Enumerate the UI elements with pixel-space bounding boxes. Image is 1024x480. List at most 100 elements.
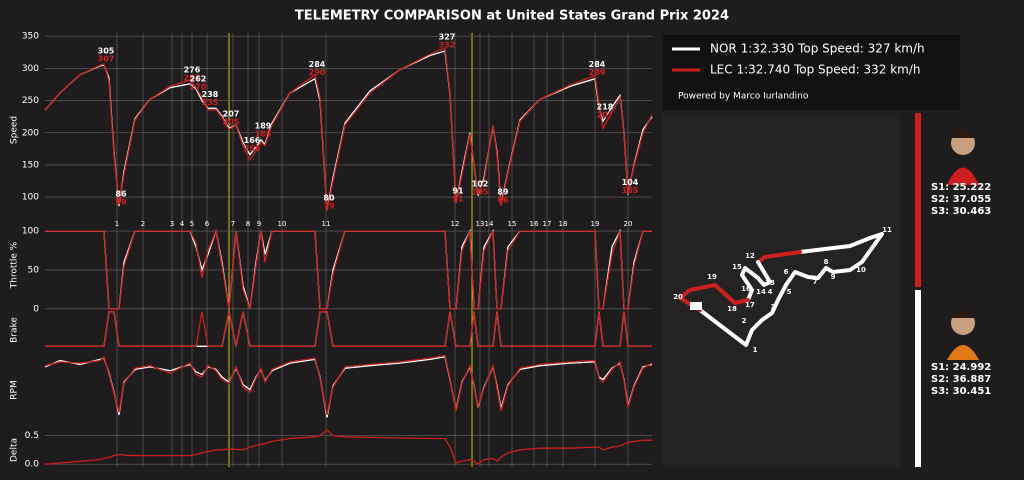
corner-label: 15 — [508, 220, 517, 228]
annotation-nor: 262 — [190, 74, 207, 83]
annotation-nor: 218 — [597, 103, 614, 112]
y-tick-label: 350 — [22, 32, 39, 42]
track-corner-label: 2 — [742, 317, 747, 325]
annotation-lec: 105 — [622, 186, 639, 195]
line-series — [44, 429, 652, 466]
driver-portrait — [947, 310, 979, 360]
annotation-nor: 305 — [98, 47, 115, 56]
sector-time: S2: 37.055 — [931, 194, 991, 205]
annotation-lec: 205 — [223, 118, 240, 127]
track-corner-label: 19 — [707, 273, 717, 281]
track-corner-label: 1 — [753, 346, 758, 354]
annotation-lec: 86 — [497, 196, 509, 205]
corner-label: 2 — [141, 220, 145, 228]
track-corner-label: 6 — [784, 268, 789, 276]
corner-label: 16 — [530, 220, 539, 228]
annotation-lec: 158 — [244, 144, 261, 153]
corner-label: 17 — [543, 220, 552, 228]
track-corner-label: 3 — [771, 303, 776, 311]
y-tick-label: 300 — [22, 64, 39, 74]
y-tick-label: 150 — [22, 160, 39, 170]
track-segment — [740, 260, 772, 302]
corner-label: 8 — [246, 220, 250, 228]
corner-label: 4 — [180, 220, 185, 228]
annotation-lec: 207 — [597, 111, 614, 120]
y-tick-label: 50 — [28, 265, 40, 275]
annotation-nor: 189 — [255, 121, 272, 130]
line-series — [44, 46, 653, 211]
annotation-lec: 185 — [255, 129, 272, 138]
annotation-nor: 89 — [497, 188, 509, 197]
track-segment — [698, 283, 788, 347]
corner-label: 7 — [231, 220, 235, 228]
y-axis-label: Speed — [10, 116, 20, 144]
annotation-lec: 105 — [472, 187, 489, 196]
corner-label: 10 — [278, 220, 287, 228]
y-tick-label: 0 — [33, 304, 39, 314]
y-tick-label: 100 — [22, 227, 39, 237]
track-corner-label: 8 — [824, 258, 829, 266]
y-tick-label: 250 — [22, 96, 39, 106]
track-corner-label: 18 — [727, 305, 737, 313]
track-corner-label: 12 — [745, 252, 755, 260]
corner-label: 3 — [170, 220, 174, 228]
corner-label: 1 — [115, 220, 119, 228]
track-segment — [798, 232, 884, 272]
annotation-nor: 104 — [622, 178, 639, 187]
track-corner-label: 11 — [882, 226, 892, 234]
track-segment — [678, 283, 750, 312]
track-corner-label: 20 — [673, 293, 683, 301]
corner-label: 6 — [205, 220, 210, 228]
annotation-lec: 282 — [184, 73, 201, 82]
annotation-nor: 207 — [223, 110, 240, 119]
y-axis-label: RPM — [10, 380, 20, 399]
sector-time: S3: 30.451 — [931, 386, 991, 397]
corner-label: 18 — [559, 220, 568, 228]
y-tick-label: 0.0 — [25, 460, 40, 470]
corner-label: 19 — [591, 220, 600, 228]
annotation-lec: 235 — [202, 98, 219, 107]
chart-title: TELEMETRY COMPARISON at United States Gr… — [295, 9, 729, 24]
sector-time: S1: 25.222 — [931, 182, 991, 193]
credit: Powered by Marco Iurlandino — [678, 92, 809, 102]
legend-label: NOR 1:32.330 Top Speed: 327 km/h — [710, 42, 925, 56]
sector-time: S1: 24.992 — [931, 362, 991, 373]
y-axis-label: Brake — [10, 317, 20, 343]
y-axis-label: Delta — [10, 438, 20, 462]
annotation-nor: 102 — [472, 179, 489, 188]
annotation-nor: 284 — [589, 60, 606, 69]
sector-time: S2: 36.887 — [931, 374, 991, 385]
y-tick-label: 100 — [22, 193, 39, 203]
corner-label: 20 — [624, 220, 633, 228]
track-corner-label: 7 — [813, 278, 818, 286]
line-series — [45, 228, 652, 310]
annotation-nor: 86 — [115, 190, 127, 199]
annotation-nor: 238 — [202, 90, 219, 99]
line-series — [45, 311, 652, 347]
sector-time: S3: 30.463 — [931, 206, 991, 217]
track-corner-label: 17 — [745, 301, 755, 309]
annotation-lec: 89 — [115, 198, 127, 207]
track-corner-label: 14 — [756, 288, 766, 296]
corner-label: 9 — [257, 220, 261, 228]
annotation-lec: 270 — [190, 82, 207, 91]
finish-flag — [690, 302, 702, 310]
annotation-lec: 332 — [439, 41, 456, 50]
corner-label: 5 — [190, 220, 194, 228]
annotation-nor: 276 — [184, 65, 201, 74]
annotation-lec: 91 — [452, 194, 464, 203]
annotation-nor: 327 — [439, 33, 456, 42]
corner-label: 13 — [476, 220, 485, 228]
line-series — [44, 354, 653, 416]
annotation-lec: 290 — [309, 68, 326, 77]
corner-label: 11 — [322, 220, 331, 228]
y-tick-label: 0.5 — [25, 431, 39, 441]
y-axis-label: Throttle % — [10, 241, 20, 289]
annotation-nor: 284 — [309, 60, 326, 69]
annotation-nor: 80 — [323, 193, 335, 202]
legend-label: LEC 1:32.740 Top Speed: 332 km/h — [710, 63, 921, 77]
annotation-nor: 166 — [244, 136, 261, 145]
track-corner-label: 4 — [768, 288, 773, 296]
track-corner-label: 10 — [856, 266, 866, 274]
